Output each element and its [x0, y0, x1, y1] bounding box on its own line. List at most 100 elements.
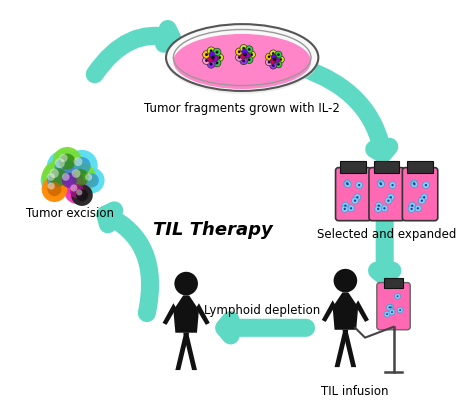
Ellipse shape	[173, 34, 311, 89]
Circle shape	[375, 205, 382, 212]
Circle shape	[275, 51, 282, 58]
FancyBboxPatch shape	[336, 168, 371, 221]
Circle shape	[377, 180, 384, 187]
Circle shape	[53, 147, 82, 177]
Circle shape	[280, 58, 282, 61]
Circle shape	[70, 184, 77, 192]
Circle shape	[213, 48, 221, 56]
Circle shape	[248, 48, 251, 51]
Circle shape	[243, 53, 247, 56]
Circle shape	[346, 182, 348, 185]
Circle shape	[72, 169, 89, 186]
Circle shape	[392, 184, 394, 186]
Circle shape	[413, 182, 415, 185]
Circle shape	[274, 58, 280, 63]
Circle shape	[64, 179, 90, 204]
Circle shape	[246, 56, 253, 64]
Circle shape	[70, 184, 84, 198]
Circle shape	[42, 161, 75, 194]
Circle shape	[377, 208, 379, 210]
Circle shape	[275, 61, 282, 68]
Circle shape	[240, 57, 247, 65]
Circle shape	[383, 207, 386, 209]
Circle shape	[391, 311, 393, 313]
Circle shape	[265, 53, 273, 60]
Polygon shape	[342, 330, 356, 367]
Circle shape	[242, 60, 245, 62]
Polygon shape	[335, 330, 348, 367]
Circle shape	[46, 150, 82, 185]
Text: Lymphoid depletion: Lymphoid depletion	[204, 304, 320, 317]
Circle shape	[250, 53, 253, 56]
Circle shape	[48, 183, 55, 190]
Circle shape	[76, 190, 82, 196]
Text: TIL Therapy: TIL Therapy	[153, 221, 273, 239]
Polygon shape	[355, 300, 369, 322]
Circle shape	[390, 196, 392, 198]
Circle shape	[413, 183, 416, 185]
Circle shape	[381, 205, 388, 212]
Circle shape	[216, 53, 224, 62]
Circle shape	[268, 61, 270, 64]
Circle shape	[42, 177, 67, 202]
Circle shape	[202, 57, 210, 64]
FancyBboxPatch shape	[402, 168, 438, 221]
Circle shape	[409, 202, 416, 209]
Circle shape	[72, 169, 81, 178]
Circle shape	[387, 200, 390, 202]
Circle shape	[358, 184, 360, 186]
Bar	[374, 161, 400, 173]
Circle shape	[277, 63, 280, 66]
Circle shape	[62, 173, 77, 188]
Circle shape	[85, 173, 99, 188]
Circle shape	[209, 52, 215, 58]
Circle shape	[334, 269, 357, 292]
Circle shape	[342, 202, 349, 209]
Circle shape	[265, 59, 273, 66]
FancyBboxPatch shape	[377, 283, 410, 330]
Circle shape	[174, 272, 198, 295]
Circle shape	[85, 174, 92, 181]
Circle shape	[242, 47, 245, 50]
Circle shape	[238, 56, 241, 59]
Circle shape	[47, 173, 55, 181]
Circle shape	[344, 208, 346, 210]
Circle shape	[272, 52, 274, 55]
Circle shape	[425, 184, 427, 186]
Polygon shape	[183, 333, 197, 370]
Circle shape	[218, 56, 221, 59]
Circle shape	[55, 158, 65, 168]
Circle shape	[375, 202, 382, 209]
Circle shape	[210, 49, 213, 52]
Circle shape	[207, 47, 215, 55]
Bar	[407, 161, 433, 173]
Circle shape	[354, 200, 356, 202]
Circle shape	[344, 181, 351, 188]
Circle shape	[202, 51, 210, 58]
Circle shape	[236, 54, 243, 61]
Circle shape	[49, 168, 68, 187]
Text: Tumor excision: Tumor excision	[26, 207, 114, 220]
Circle shape	[414, 205, 421, 212]
Circle shape	[211, 55, 215, 60]
Circle shape	[205, 53, 208, 56]
Circle shape	[270, 62, 277, 69]
Circle shape	[389, 307, 391, 309]
Circle shape	[47, 173, 62, 188]
Circle shape	[388, 305, 394, 310]
Circle shape	[64, 162, 96, 193]
Circle shape	[240, 45, 247, 52]
Circle shape	[47, 182, 62, 196]
Circle shape	[55, 158, 74, 177]
Circle shape	[350, 207, 352, 209]
Circle shape	[421, 200, 423, 202]
Circle shape	[419, 197, 425, 204]
Circle shape	[246, 46, 253, 53]
Circle shape	[238, 50, 241, 53]
Bar	[340, 161, 366, 173]
Circle shape	[73, 157, 91, 174]
Polygon shape	[322, 300, 336, 322]
Ellipse shape	[166, 27, 319, 94]
Circle shape	[50, 168, 59, 178]
Circle shape	[397, 307, 403, 313]
